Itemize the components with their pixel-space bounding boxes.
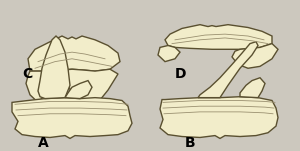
Polygon shape	[26, 70, 62, 102]
Polygon shape	[65, 81, 92, 99]
Polygon shape	[28, 36, 120, 71]
Text: B: B	[185, 136, 196, 150]
Polygon shape	[12, 98, 132, 138]
Polygon shape	[165, 25, 272, 49]
Polygon shape	[198, 42, 258, 98]
Polygon shape	[158, 45, 180, 62]
Polygon shape	[240, 78, 265, 98]
Polygon shape	[62, 69, 118, 114]
Text: C: C	[22, 67, 32, 81]
Text: D: D	[175, 67, 187, 81]
Polygon shape	[232, 44, 278, 68]
Text: A: A	[38, 136, 49, 150]
Polygon shape	[160, 97, 278, 138]
Polygon shape	[38, 36, 70, 99]
